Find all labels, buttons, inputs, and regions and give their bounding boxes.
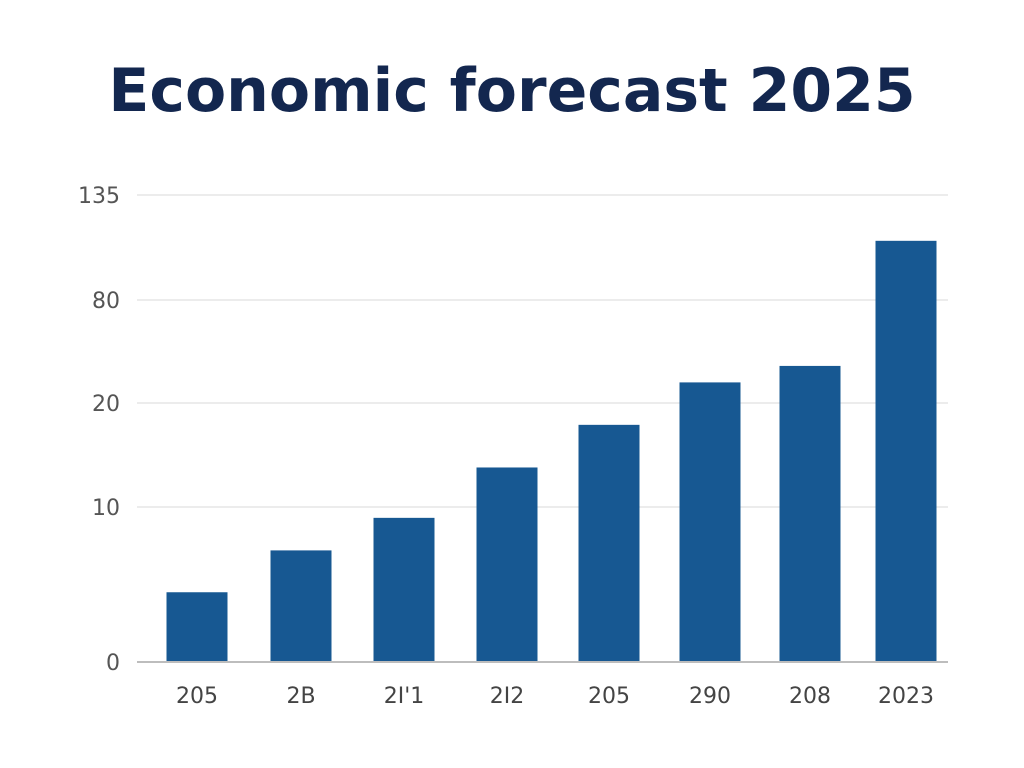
y-tick-label: 20	[92, 392, 120, 417]
x-tick-label: 2I'1	[384, 684, 425, 709]
y-tick-label: 135	[78, 184, 120, 209]
x-tick-label: 290	[689, 684, 731, 709]
x-tick-label: 2023	[878, 684, 934, 709]
bar	[679, 382, 741, 662]
bar	[875, 240, 937, 662]
bar	[779, 365, 841, 662]
x-tick-label: 208	[789, 684, 831, 709]
bar	[270, 550, 332, 662]
chart-title: Economic forecast 2025	[108, 56, 916, 126]
bar	[578, 424, 640, 662]
bar	[166, 592, 228, 662]
bar	[373, 517, 435, 662]
bar	[476, 467, 538, 662]
y-tick-label: 10	[92, 496, 120, 521]
x-tick-label: 205	[588, 684, 630, 709]
y-tick-label: 80	[92, 289, 120, 314]
y-tick-label: 0	[106, 651, 120, 676]
x-tick-label: 2I2	[490, 684, 524, 709]
x-tick-label: 2B	[286, 684, 315, 709]
x-tick-label: 205	[176, 684, 218, 709]
